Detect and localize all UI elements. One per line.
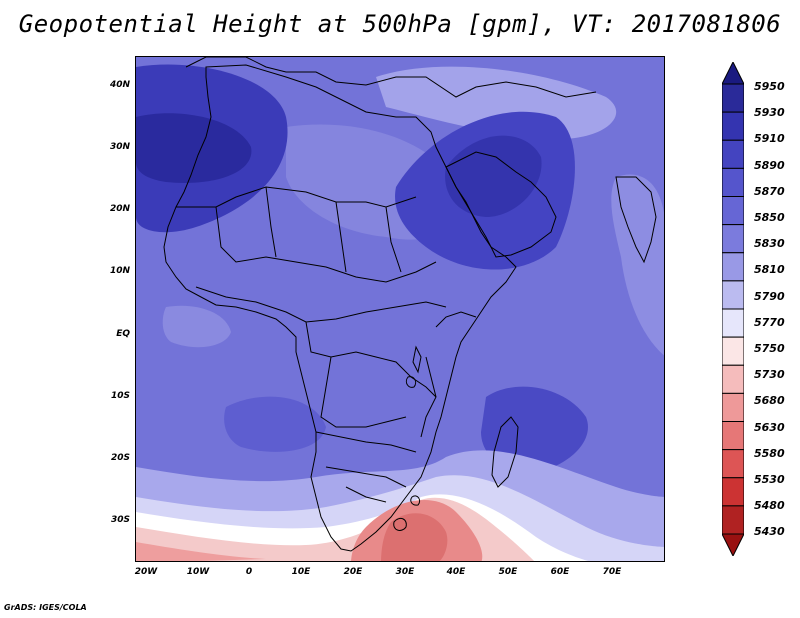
field-high-indian xyxy=(481,386,588,473)
colorbar-segment xyxy=(722,167,744,197)
colorbar-segment xyxy=(722,449,744,479)
lon-tick: 10E xyxy=(291,567,311,577)
map-title: Geopotential Height at 500hPa [gpm], VT:… xyxy=(18,10,782,38)
lon-tick: 0 xyxy=(245,567,253,577)
colorbar-label: 5810 xyxy=(754,263,785,277)
lon-tick: 50E xyxy=(498,567,518,577)
colorbar-segment xyxy=(722,364,744,394)
colorbar-segment xyxy=(722,196,744,226)
field-trough-inner xyxy=(381,513,448,561)
colorbar-segment xyxy=(722,252,744,282)
colorbar-label: 5530 xyxy=(754,473,785,486)
field-patch-east xyxy=(611,174,664,356)
lat-tick: 30S xyxy=(110,515,130,525)
colorbar-label: 5750 xyxy=(754,342,785,355)
colorbar-label: 5850 xyxy=(754,211,785,224)
geopotential-field xyxy=(136,57,664,561)
credit-text: GrADS: IGES/COLA xyxy=(4,603,87,612)
colorbar-segment xyxy=(722,83,744,113)
lat-tick: 40N xyxy=(109,80,130,90)
colorbar-label: 5770 xyxy=(754,315,785,329)
colorbar-label: 5930 xyxy=(754,106,785,120)
lon-tick: 30E xyxy=(395,567,415,577)
lat-tick: 10N xyxy=(109,266,130,276)
field-patch-west xyxy=(162,305,231,348)
field-trough-2 xyxy=(136,542,266,561)
colorbar-label: 5630 xyxy=(754,420,785,434)
colorbar-label: 5890 xyxy=(754,158,785,172)
colorbar-label: 5830 xyxy=(754,237,785,251)
lon-tick: 20E xyxy=(343,567,363,577)
colorbar-segment xyxy=(722,111,744,141)
lat-tick: 30N xyxy=(109,142,130,152)
colorbar-label: 5580 xyxy=(754,446,785,460)
field-high-nw-core xyxy=(136,113,252,183)
field-high-atlantic xyxy=(224,396,326,452)
map-panel xyxy=(135,56,665,562)
colorbar-segment xyxy=(722,477,744,507)
colorbar-label: 5480 xyxy=(754,499,785,513)
lat-tick: 10S xyxy=(110,391,130,401)
colorbar-label: 5870 xyxy=(754,184,785,198)
colorbar-arrow-top xyxy=(722,62,744,85)
coastlines xyxy=(163,57,657,552)
colorbar-label: 5910 xyxy=(754,132,785,146)
lat-tick: 20S xyxy=(110,453,130,463)
colorbar-segment xyxy=(722,280,744,310)
colorbar-label: 5680 xyxy=(754,394,785,408)
colorbar-segment xyxy=(722,336,744,366)
colorbar xyxy=(722,62,744,556)
colorbar-segment xyxy=(722,139,744,169)
colorbar-segment xyxy=(722,505,744,535)
colorbar-segment xyxy=(722,224,744,254)
lon-tick: 60E xyxy=(550,567,570,577)
colorbar-segment xyxy=(722,308,744,338)
colorbar-segment xyxy=(722,421,744,451)
colorbar-label: 5790 xyxy=(754,289,785,303)
colorbar-label: 5730 xyxy=(754,368,785,382)
lon-tick: 10W xyxy=(186,567,210,577)
lon-tick: 70E xyxy=(602,567,622,577)
colorbar-label: 5430 xyxy=(754,525,785,539)
colorbar-arrow-bottom xyxy=(722,533,744,556)
lat-tick: 20N xyxy=(109,204,130,214)
colorbar-segment xyxy=(722,392,744,422)
lon-tick: 40E xyxy=(446,567,466,577)
lat-tick: EQ xyxy=(116,329,130,339)
colorbar-label: 5950 xyxy=(754,80,785,93)
lon-tick: 20W xyxy=(134,567,158,577)
